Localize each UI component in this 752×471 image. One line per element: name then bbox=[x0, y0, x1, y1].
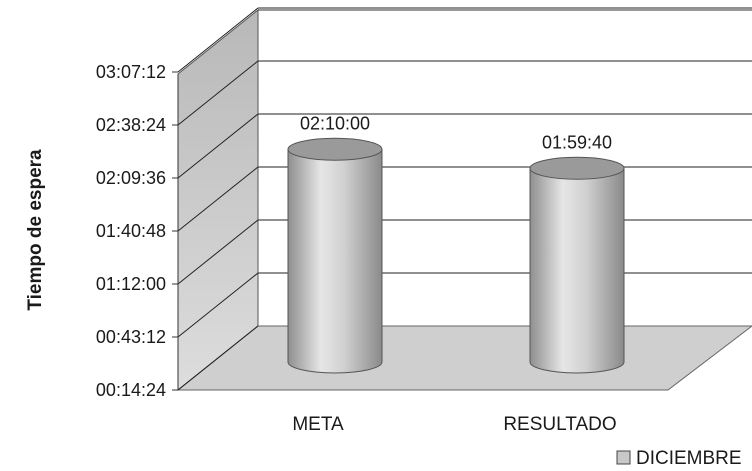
y-tick-label: 03:07:12 bbox=[96, 62, 166, 82]
y-tick-label: 01:12:00 bbox=[96, 274, 166, 294]
data-label: 01:59:40 bbox=[542, 132, 612, 152]
y-axis-title: Tiempo de espera bbox=[25, 149, 46, 311]
bar-meta bbox=[287, 137, 383, 374]
bar-body bbox=[287, 148, 383, 374]
gridline-diagonal bbox=[177, 60, 259, 126]
y-tick-label: 00:14:24 bbox=[96, 380, 166, 400]
legend-swatch bbox=[616, 450, 631, 465]
bar-body bbox=[529, 167, 625, 374]
x-category-label: META bbox=[292, 414, 344, 435]
y-tick-label: 02:38:24 bbox=[96, 115, 166, 135]
y-tick-label: 02:09:36 bbox=[96, 168, 166, 188]
y-tick-label: 00:43:12 bbox=[96, 327, 166, 347]
legend-label: DICIEMBRE bbox=[636, 448, 742, 469]
gridline-diagonal bbox=[177, 7, 259, 73]
bar-resultado bbox=[529, 156, 625, 374]
gridline-diagonal bbox=[177, 219, 259, 285]
gridline-diagonal bbox=[177, 272, 259, 338]
gridline-diagonal bbox=[177, 325, 259, 391]
gridline-diagonal bbox=[177, 166, 259, 232]
x-category-label: RESULTADO bbox=[503, 414, 616, 435]
bar-top bbox=[529, 156, 625, 180]
floor bbox=[176, 325, 752, 391]
y-tick-label: 01:40:48 bbox=[96, 221, 166, 241]
data-label: 02:10:00 bbox=[300, 113, 370, 133]
gridline-diagonal bbox=[177, 113, 259, 179]
side-wall bbox=[177, 8, 259, 392]
bar-top bbox=[287, 137, 383, 161]
